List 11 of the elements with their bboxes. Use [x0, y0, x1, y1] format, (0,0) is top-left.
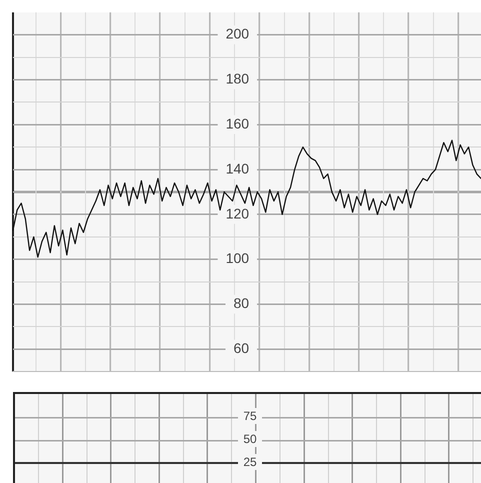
- text: 75: [238, 408, 262, 424]
- y-tick-label: 100: [226, 250, 250, 266]
- y-tick-label: 160: [226, 116, 250, 132]
- y-tick-label: 80: [233, 295, 250, 312]
- y-tick-label: 180: [226, 70, 250, 87]
- y-tick-label: 200: [226, 26, 250, 42]
- text: 50: [238, 431, 262, 447]
- text: 25: [238, 454, 262, 470]
- y-tick-label: 140: [226, 160, 250, 176]
- y-tick-label: 60: [233, 340, 250, 356]
- y-tick-label: 120: [226, 205, 250, 222]
